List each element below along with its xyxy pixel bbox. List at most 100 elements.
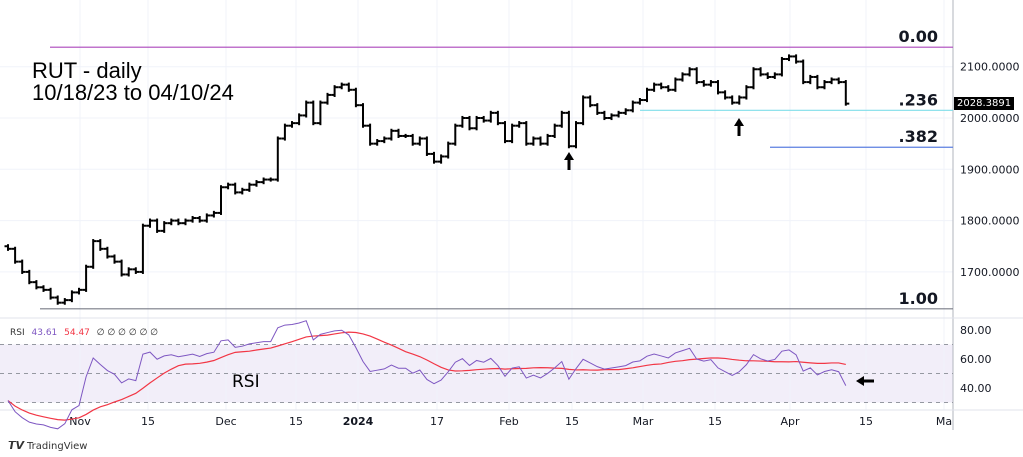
- ohlc-bar: [806, 74, 814, 85]
- ohlc-bar: [309, 100, 317, 126]
- ohlc-bar: [316, 100, 324, 126]
- ohlc-bar: [586, 95, 594, 108]
- ohlc-bar: [501, 121, 509, 144]
- ohlc-bar: [54, 295, 62, 305]
- arrow-head: [856, 376, 864, 386]
- ohlc-bar: [125, 267, 133, 277]
- ohlc-bar: [650, 82, 658, 92]
- ohlc-bar: [89, 239, 97, 269]
- ohlc-bar: [182, 218, 189, 226]
- rsi-ma-line: [7, 331, 846, 421]
- x-tick-label: 15: [289, 415, 303, 428]
- ohlc-bar: [565, 110, 573, 149]
- ohlc-bar: [75, 287, 83, 295]
- ohlc-bar: [331, 85, 339, 97]
- ohlc-bar: [203, 213, 211, 223]
- ohlc-bar: [643, 87, 651, 103]
- chart-subtitle: 10/18/23 to 04/10/24: [32, 80, 234, 105]
- ohlc-bar: [430, 151, 438, 164]
- x-tick-label: Apr: [780, 415, 800, 428]
- ohlc-bar: [721, 90, 729, 100]
- ohlc-bar: [529, 136, 537, 146]
- ohlc-bar: [842, 80, 850, 106]
- ohlc-bar: [657, 82, 665, 90]
- ohlc-bar: [402, 133, 410, 139]
- ohlc-bar: [579, 95, 587, 126]
- ohlc-bar: [742, 85, 750, 100]
- ohlc-bar: [515, 121, 523, 128]
- ohlc-bar: [139, 223, 147, 274]
- ohlc-bar: [593, 103, 601, 115]
- ohlc-bar: [537, 136, 544, 146]
- x-tick-label: 17: [430, 415, 444, 428]
- ohlc-bar: [61, 298, 69, 305]
- ohlc-bar: [821, 80, 828, 90]
- x-tick-label: Dec: [215, 415, 236, 428]
- ohlc-bar: [224, 182, 232, 190]
- ohlc-bar: [480, 115, 488, 123]
- ohlc-bar: [714, 80, 722, 95]
- rsi-y-tick-label: 80.00: [960, 324, 992, 337]
- chart-title: RUT - daily: [32, 58, 142, 83]
- ohlc-bar: [551, 123, 559, 139]
- ohlc-bar: [693, 67, 701, 85]
- rsi-annotation: RSI: [232, 372, 260, 392]
- ohlc-bar: [345, 82, 353, 92]
- ohlc-bar: [366, 123, 374, 146]
- ohlc-bar: [231, 182, 239, 195]
- ohlc-bar: [253, 180, 260, 187]
- rsi-legend-ma-value: 54.47: [64, 328, 90, 338]
- ohlc-bar: [558, 110, 566, 128]
- rsi-legend[interactable]: RSI 43.61 54.47 ∅ ∅ ∅ ∅ ∅ ∅: [10, 328, 162, 338]
- ohlc-bar: [18, 259, 26, 274]
- ohlc-bar: [679, 72, 686, 82]
- ohlc-bar: [835, 77, 843, 85]
- ohlc-bar: [664, 85, 672, 92]
- ohlc-bar: [409, 133, 417, 146]
- rsi-y-tick-label: 40.00: [960, 382, 992, 395]
- ohlc-bar: [96, 239, 104, 251]
- ohlc-bar: [217, 185, 225, 215]
- ohlc-bar: [11, 246, 19, 264]
- ohlc-bar: [267, 177, 275, 182]
- rsi-line: [7, 320, 847, 430]
- x-tick-label: 15: [859, 415, 873, 428]
- ohlc-bar: [82, 264, 90, 292]
- tradingview-logo[interactable]: 𝙏𝙑 TradingView: [8, 439, 87, 452]
- ohlc-bar: [288, 121, 296, 128]
- ohlc-bar: [615, 110, 623, 118]
- ohlc-bar: [4, 244, 12, 251]
- ohlc-bar: [359, 103, 367, 128]
- ohlc-bar: [302, 100, 310, 118]
- ohlc-bar: [373, 139, 381, 146]
- ohlc-bar: [295, 113, 303, 126]
- ohlc-bar: [416, 136, 424, 146]
- ohlc-bar: [686, 67, 694, 77]
- ohlc-bar: [828, 77, 836, 85]
- fib-level-label: 0.00: [899, 27, 938, 46]
- y-tick-label: 1800.0000: [960, 215, 1020, 228]
- ohlc-bar: [437, 154, 445, 164]
- ohlc-bar: [799, 59, 807, 85]
- ohlc-bar: [508, 123, 516, 144]
- ohlc-bar: [387, 128, 395, 141]
- tradingview-logo-icon: 𝙏𝙑: [8, 439, 25, 452]
- ohlc-bar: [68, 290, 76, 303]
- rsi-legend-params: ∅ ∅ ∅ ∅ ∅ ∅: [96, 328, 159, 338]
- ohlc-bar: [103, 246, 111, 259]
- ohlc-bar: [764, 72, 772, 80]
- ohlc-bar: [210, 210, 218, 218]
- ohlc-bar: [274, 136, 282, 182]
- tradingview-logo-text: TradingView: [27, 441, 88, 452]
- ohlc-bar: [395, 128, 402, 139]
- ohlc-bar: [423, 136, 431, 156]
- ohlc-bar: [281, 123, 289, 141]
- ohlc-bar: [153, 218, 161, 233]
- ohlc-bar: [494, 110, 502, 126]
- ohlc-bar: [451, 123, 459, 146]
- x-tick-label: 15: [141, 415, 155, 428]
- left-arrow-icon: [856, 376, 874, 386]
- fib-level-label: .236: [899, 90, 938, 109]
